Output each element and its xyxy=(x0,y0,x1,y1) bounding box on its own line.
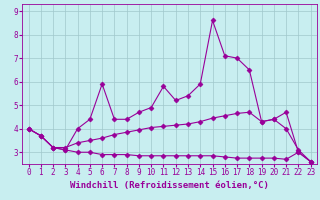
X-axis label: Windchill (Refroidissement éolien,°C): Windchill (Refroidissement éolien,°C) xyxy=(70,181,269,190)
